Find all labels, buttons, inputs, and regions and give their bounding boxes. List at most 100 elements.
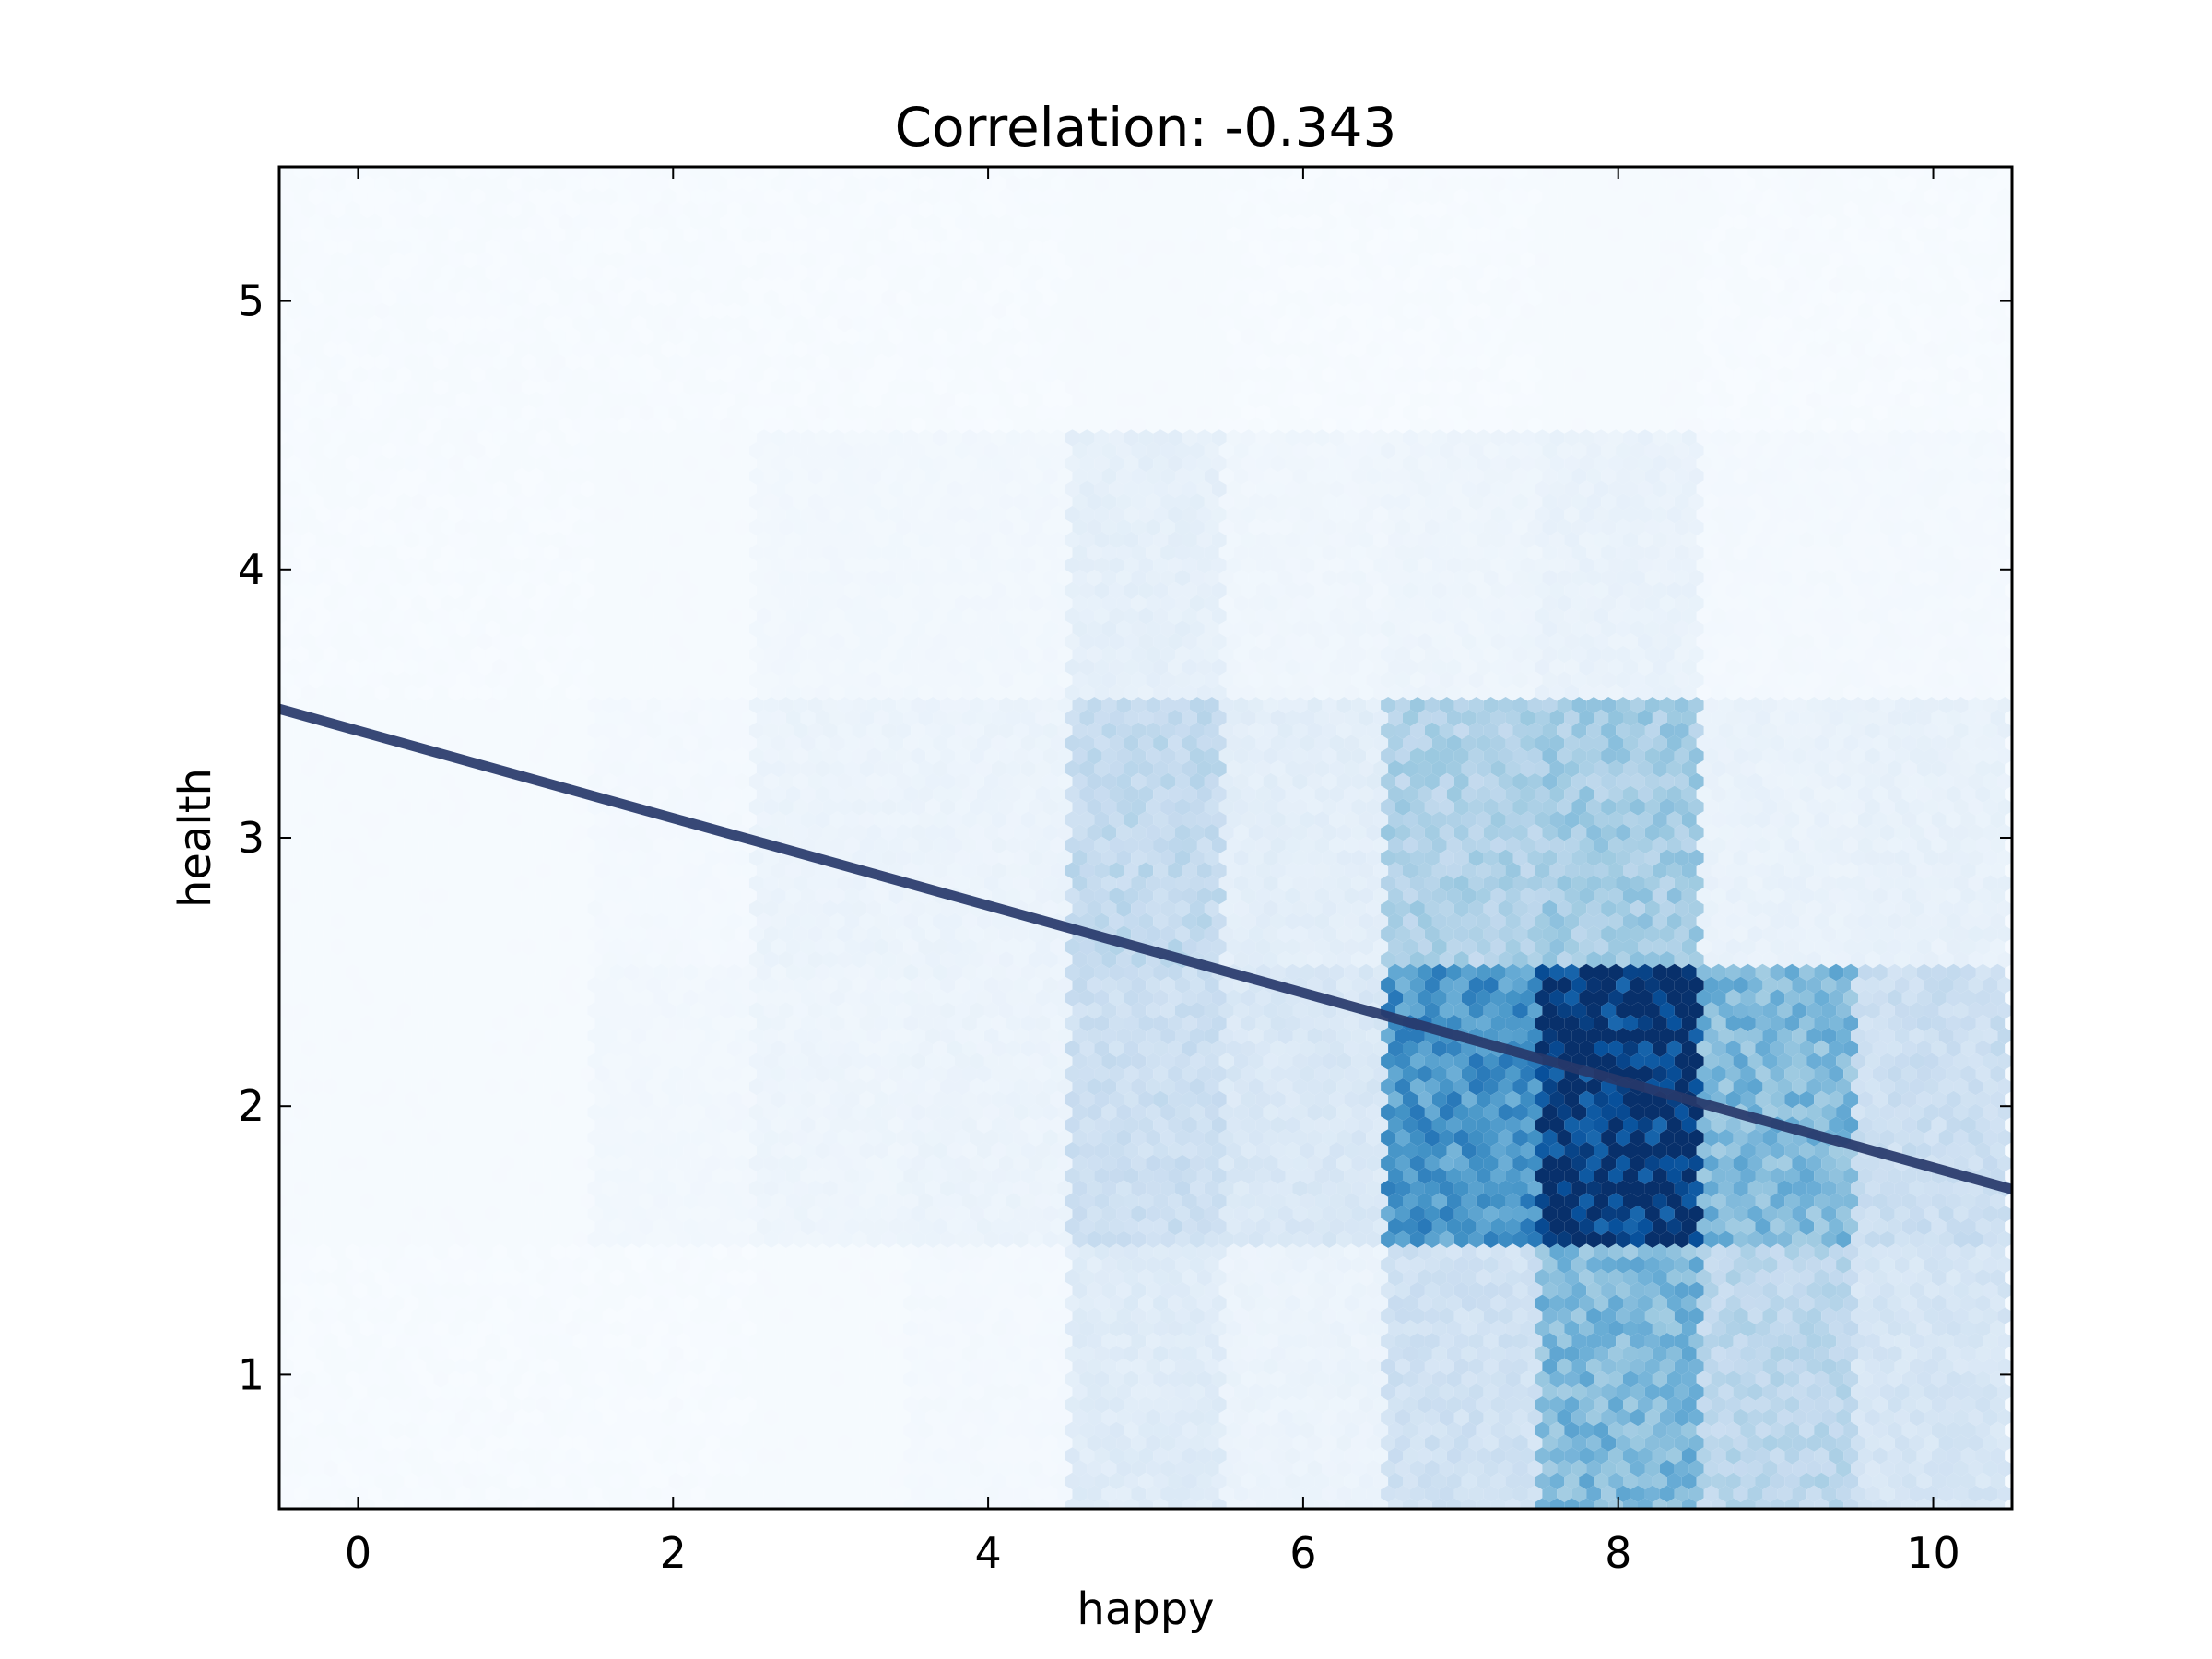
hexbin-cell <box>1285 252 1300 269</box>
hexbin-cell <box>1072 315 1088 333</box>
hexbin-cell <box>1747 167 1763 180</box>
hexbin-cell <box>1388 353 1403 371</box>
hexbin-cell <box>748 239 764 256</box>
hexbin-cell <box>1718 188 1734 206</box>
hexbin-cell <box>778 264 794 282</box>
hexbin-cell <box>998 167 1014 180</box>
hexbin-cell <box>1505 353 1521 371</box>
hexbin-cell <box>477 175 493 193</box>
hexbin-cell <box>382 315 397 333</box>
hexbin-cell <box>1829 200 1844 218</box>
hexbin-cell <box>507 150 522 167</box>
hexbin-cell <box>668 302 684 320</box>
hexbin-cell <box>1013 213 1029 230</box>
hexbin-cell <box>1410 340 1425 358</box>
hexbin-cell <box>624 175 640 193</box>
hexbin-cell <box>1829 150 1843 167</box>
hexbin-cell <box>1072 213 1088 230</box>
hexbin-cell <box>778 188 794 206</box>
hexbin-cell <box>845 150 860 167</box>
hexbin-cell <box>470 340 486 358</box>
hexbin-cell <box>727 327 742 346</box>
hexbin-cell <box>1498 167 1513 180</box>
hexbin-cell <box>1344 276 1359 294</box>
hexbin-cell <box>1146 289 1161 307</box>
hexbin-cell <box>1674 239 1689 256</box>
hexbin-cell <box>1292 289 1308 307</box>
hexbin-cell <box>661 340 677 358</box>
hexbin-cell <box>815 175 830 193</box>
hexbin-cell <box>888 175 904 193</box>
hexbin-cell <box>1042 315 1058 333</box>
hexbin-cell <box>969 315 984 333</box>
hexbin-cell <box>748 213 764 230</box>
hexbin-cell <box>558 213 573 230</box>
hexbin-cell <box>287 327 301 346</box>
hexbin-cell <box>991 226 1006 243</box>
hexbin-cell <box>1836 315 1851 333</box>
hexbin-cell <box>1947 150 1961 167</box>
hexbin-cell <box>888 302 904 320</box>
hexbin-cell <box>323 315 338 333</box>
hexbin-cell <box>265 620 279 637</box>
hexbin-cell <box>610 150 625 167</box>
hexbin-cell <box>1608 302 1623 320</box>
hexbin-cell <box>646 289 662 307</box>
hexbin-cell <box>1359 175 1374 193</box>
hexbin-cell <box>315 200 331 218</box>
hexbin-cell <box>279 276 287 294</box>
hexbin-cell <box>653 226 669 243</box>
hexbin-cell <box>1931 226 1947 243</box>
hexbin-cell <box>1072 289 1088 307</box>
hexbin-cell <box>1549 226 1565 243</box>
hexbin-cell <box>1153 226 1169 243</box>
hexbin-cell <box>1630 340 1645 358</box>
hexbin-cell <box>947 302 962 320</box>
hexbin-cell <box>653 302 669 320</box>
hexbin-cell <box>1983 340 1998 358</box>
hexbin-cell <box>639 200 654 218</box>
hexbin-cell <box>1564 252 1580 269</box>
hexbin-cell <box>1079 276 1095 294</box>
hexbin-cell <box>507 252 522 269</box>
hexbin-cell <box>1344 200 1359 218</box>
hexbin-cell <box>807 289 823 307</box>
hexbin-cell <box>1733 213 1748 230</box>
hexbin-cell <box>485 264 500 282</box>
hexbin-cell <box>1476 353 1491 371</box>
hexbin-cell <box>514 264 529 282</box>
hexbin-cell <box>1270 226 1286 243</box>
hexbin-cell <box>1512 239 1528 256</box>
hexbin-cell <box>1418 276 1432 294</box>
hexbin-cell <box>1990 175 2006 193</box>
hexbin-cell <box>1879 264 1895 282</box>
hexbin-cell <box>1542 264 1558 282</box>
hexbin-cell <box>1938 264 1954 282</box>
hexbin-cell <box>2012 442 2027 459</box>
hexbin-cell <box>1638 353 1653 371</box>
hexbin-cell <box>1079 226 1095 243</box>
hexbin-cell <box>1851 264 1865 282</box>
hexbin-cell <box>1718 289 1734 307</box>
hexbin-cell <box>308 239 324 256</box>
hexbin-cell <box>265 188 279 205</box>
hexbin-cell <box>257 659 272 676</box>
hexbin-cell <box>455 167 471 180</box>
hexbin-cell <box>300 226 316 243</box>
hexbin-cell <box>1630 289 1645 307</box>
hexbin-cell <box>1263 213 1278 230</box>
hexbin-cell <box>646 239 662 256</box>
hexbin-cell <box>580 200 595 218</box>
hexbin-cell <box>265 214 279 230</box>
hexbin-cell <box>330 200 346 218</box>
hexbin-cell <box>1946 252 1961 269</box>
hexbin-cell <box>911 289 926 307</box>
hexbin-cell <box>1666 327 1682 346</box>
hexbin-cell <box>2012 162 2027 179</box>
hexbin-cell <box>1601 289 1617 307</box>
hexbin-cell <box>396 239 412 256</box>
hexbin-cell <box>374 175 390 193</box>
hexbin-cell <box>1990 302 2006 320</box>
hexbin-cell <box>367 188 382 206</box>
hexbin-cell <box>1557 188 1572 206</box>
